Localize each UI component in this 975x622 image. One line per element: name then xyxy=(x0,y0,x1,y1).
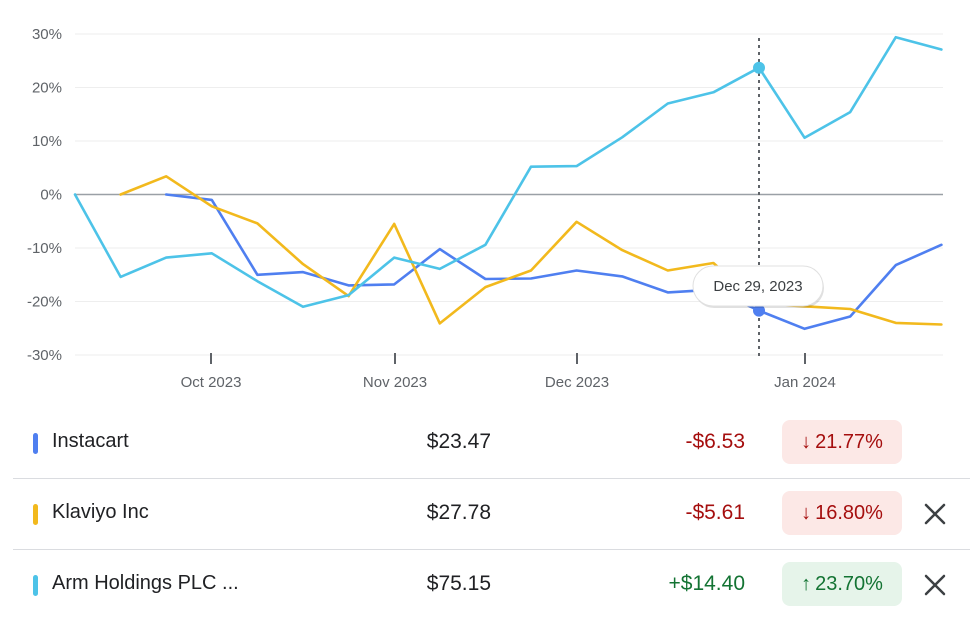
y-axis-ticks: 30% 20% 10% 0% -10% -20% -30% xyxy=(27,26,62,364)
ticker-price: $23.47 xyxy=(426,430,491,453)
ticker-price: $75.15 xyxy=(426,572,491,595)
series-color-swatch xyxy=(33,575,38,596)
list-item-klaviyo[interactable]: Klaviyo Inc $27.78 -$5.61 ↓ 16.80% xyxy=(13,478,970,549)
close-icon[interactable] xyxy=(920,570,950,600)
x-tick-label: Nov 2023 xyxy=(363,374,427,391)
x-tick-label: Dec 2023 xyxy=(545,374,609,391)
y-tick-label: -10% xyxy=(27,240,62,257)
series-line-instacart xyxy=(164,193,943,331)
price-change: -$5.61 xyxy=(685,501,745,524)
chart-grid xyxy=(75,33,943,356)
x-tick-label: Oct 2023 xyxy=(181,374,242,391)
price-change: -$6.53 xyxy=(685,430,745,453)
list-item-arm-holdings[interactable]: Arm Holdings PLC ... $75.15 +$14.40 ↑ 23… xyxy=(13,549,970,620)
arrow-down-icon: ↓ xyxy=(801,430,812,453)
percent-change-badge: ↓ 16.80% xyxy=(782,491,902,535)
hover-point xyxy=(753,304,765,317)
tooltip-date-label: Dec 29, 2023 xyxy=(713,278,802,295)
y-tick-label: 0% xyxy=(40,187,62,204)
series-color-swatch xyxy=(33,504,38,525)
percent-change-badge: ↓ 21.77% xyxy=(782,420,902,464)
hover-indicator: Dec 29, 2023 xyxy=(692,38,824,356)
series-line-arm-holdings-plc xyxy=(73,35,943,309)
percent-change-value: 21.77% xyxy=(815,430,883,453)
y-tick-label: -20% xyxy=(27,294,62,311)
ticker-name: Klaviyo Inc xyxy=(52,501,149,523)
arrow-down-icon: ↓ xyxy=(801,501,812,524)
close-icon[interactable] xyxy=(920,499,950,529)
price-change: +$14.40 xyxy=(668,572,746,595)
percent-change-value: 16.80% xyxy=(815,501,883,524)
hover-tooltip xyxy=(692,265,824,307)
ticker-name: Arm Holdings PLC ... xyxy=(52,572,239,594)
series-color-swatch xyxy=(33,433,38,454)
list-item-instacart[interactable]: Instacart $23.47 -$6.53 ↓ 21.77% xyxy=(13,408,970,478)
y-tick-label: 20% xyxy=(32,80,62,97)
comparison-list: Instacart $23.47 -$6.53 ↓ 21.77% Klaviyo… xyxy=(13,408,970,620)
x-tick-label: Jan 2024 xyxy=(774,374,836,391)
ticker-price: $27.78 xyxy=(426,501,491,524)
ticker-name: Instacart xyxy=(52,430,129,452)
y-tick-label: -30% xyxy=(27,347,62,364)
percent-change-badge: ↑ 23.70% xyxy=(782,562,902,606)
arrow-up-icon: ↑ xyxy=(801,572,812,595)
x-axis-ticks: Oct 2023 Nov 2023 Dec 2023 Jan 2024 xyxy=(181,353,836,391)
y-tick-label: 10% xyxy=(32,133,62,150)
y-tick-label: 30% xyxy=(32,26,62,43)
hover-point xyxy=(753,61,765,74)
percent-change-value: 23.70% xyxy=(815,572,883,595)
comparison-line-chart[interactable]: 30% 20% 10% 0% -10% -20% -30% Oct 2023 Nov 2023… xyxy=(0,0,975,400)
